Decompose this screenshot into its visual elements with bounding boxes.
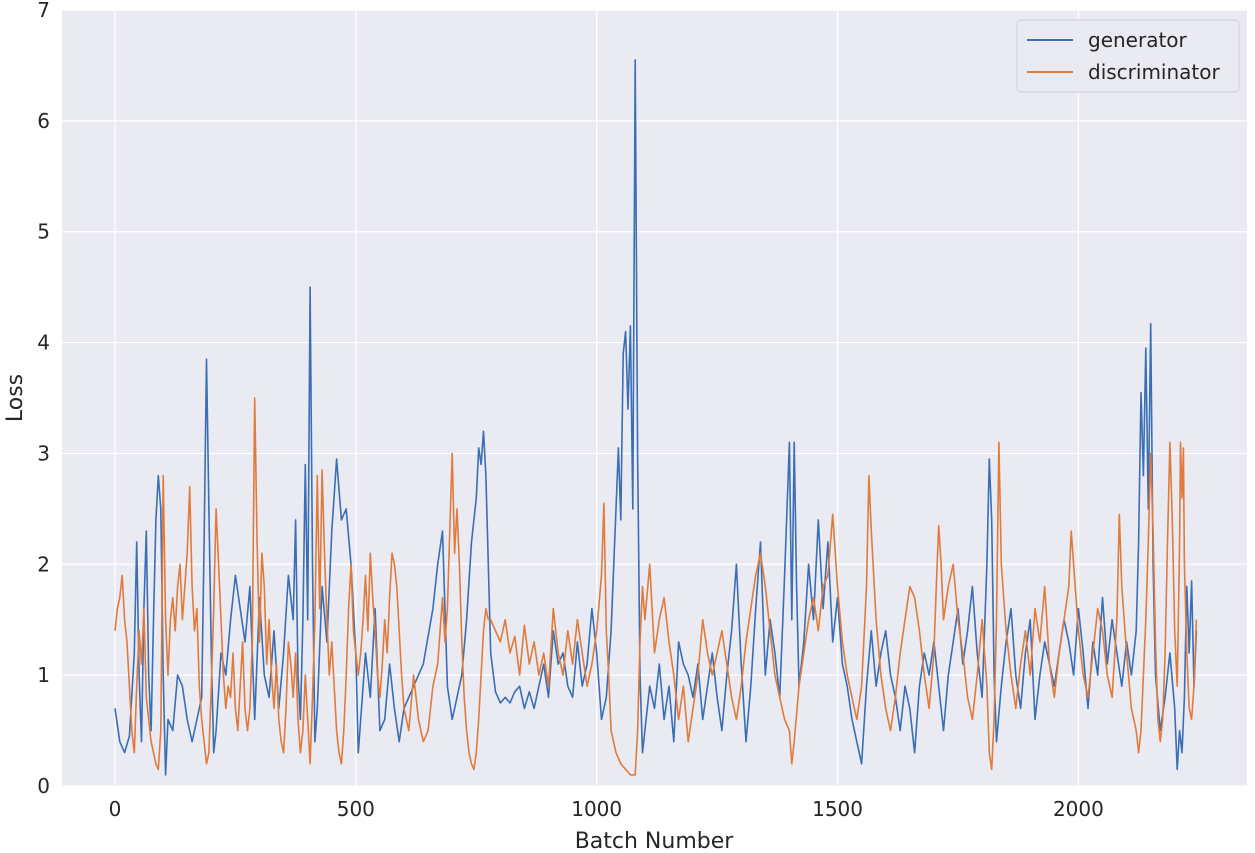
x-tick-label: 0 [109,797,122,821]
y-tick-label: 6 [37,109,50,133]
x-tick-label: 500 [337,797,375,821]
legend: generator discriminator [1016,19,1240,93]
y-tick-label: 1 [37,663,50,687]
x-tick-label: 1000 [571,797,622,821]
y-tick-label: 3 [37,441,50,465]
y-tick-label: 2 [37,552,50,576]
x-tick-labels: 0 500 1000 1500 2000 [109,797,1104,821]
y-tick-label: 0 [37,774,50,798]
x-tick-label: 2000 [1053,797,1104,821]
series-line-generator [114,59,1198,776]
legend-discriminator-label: discriminator [1088,60,1220,84]
y-axis-label: Loss [3,374,28,422]
x-tick-label: 1500 [812,797,863,821]
grid [62,9,1247,787]
y-tick-labels: 0 1 2 3 4 5 6 7 [37,0,50,798]
y-tick-label: 5 [37,220,50,244]
series-line-discriminator [114,397,1198,776]
x-axis-label: Batch Number [575,829,735,853]
plot-background [62,10,1247,786]
legend-generator-label: generator [1088,28,1188,52]
y-tick-label: 7 [37,0,50,22]
legend-box [1016,19,1240,93]
y-tick-label: 4 [37,331,50,355]
series-layer [114,59,1198,776]
